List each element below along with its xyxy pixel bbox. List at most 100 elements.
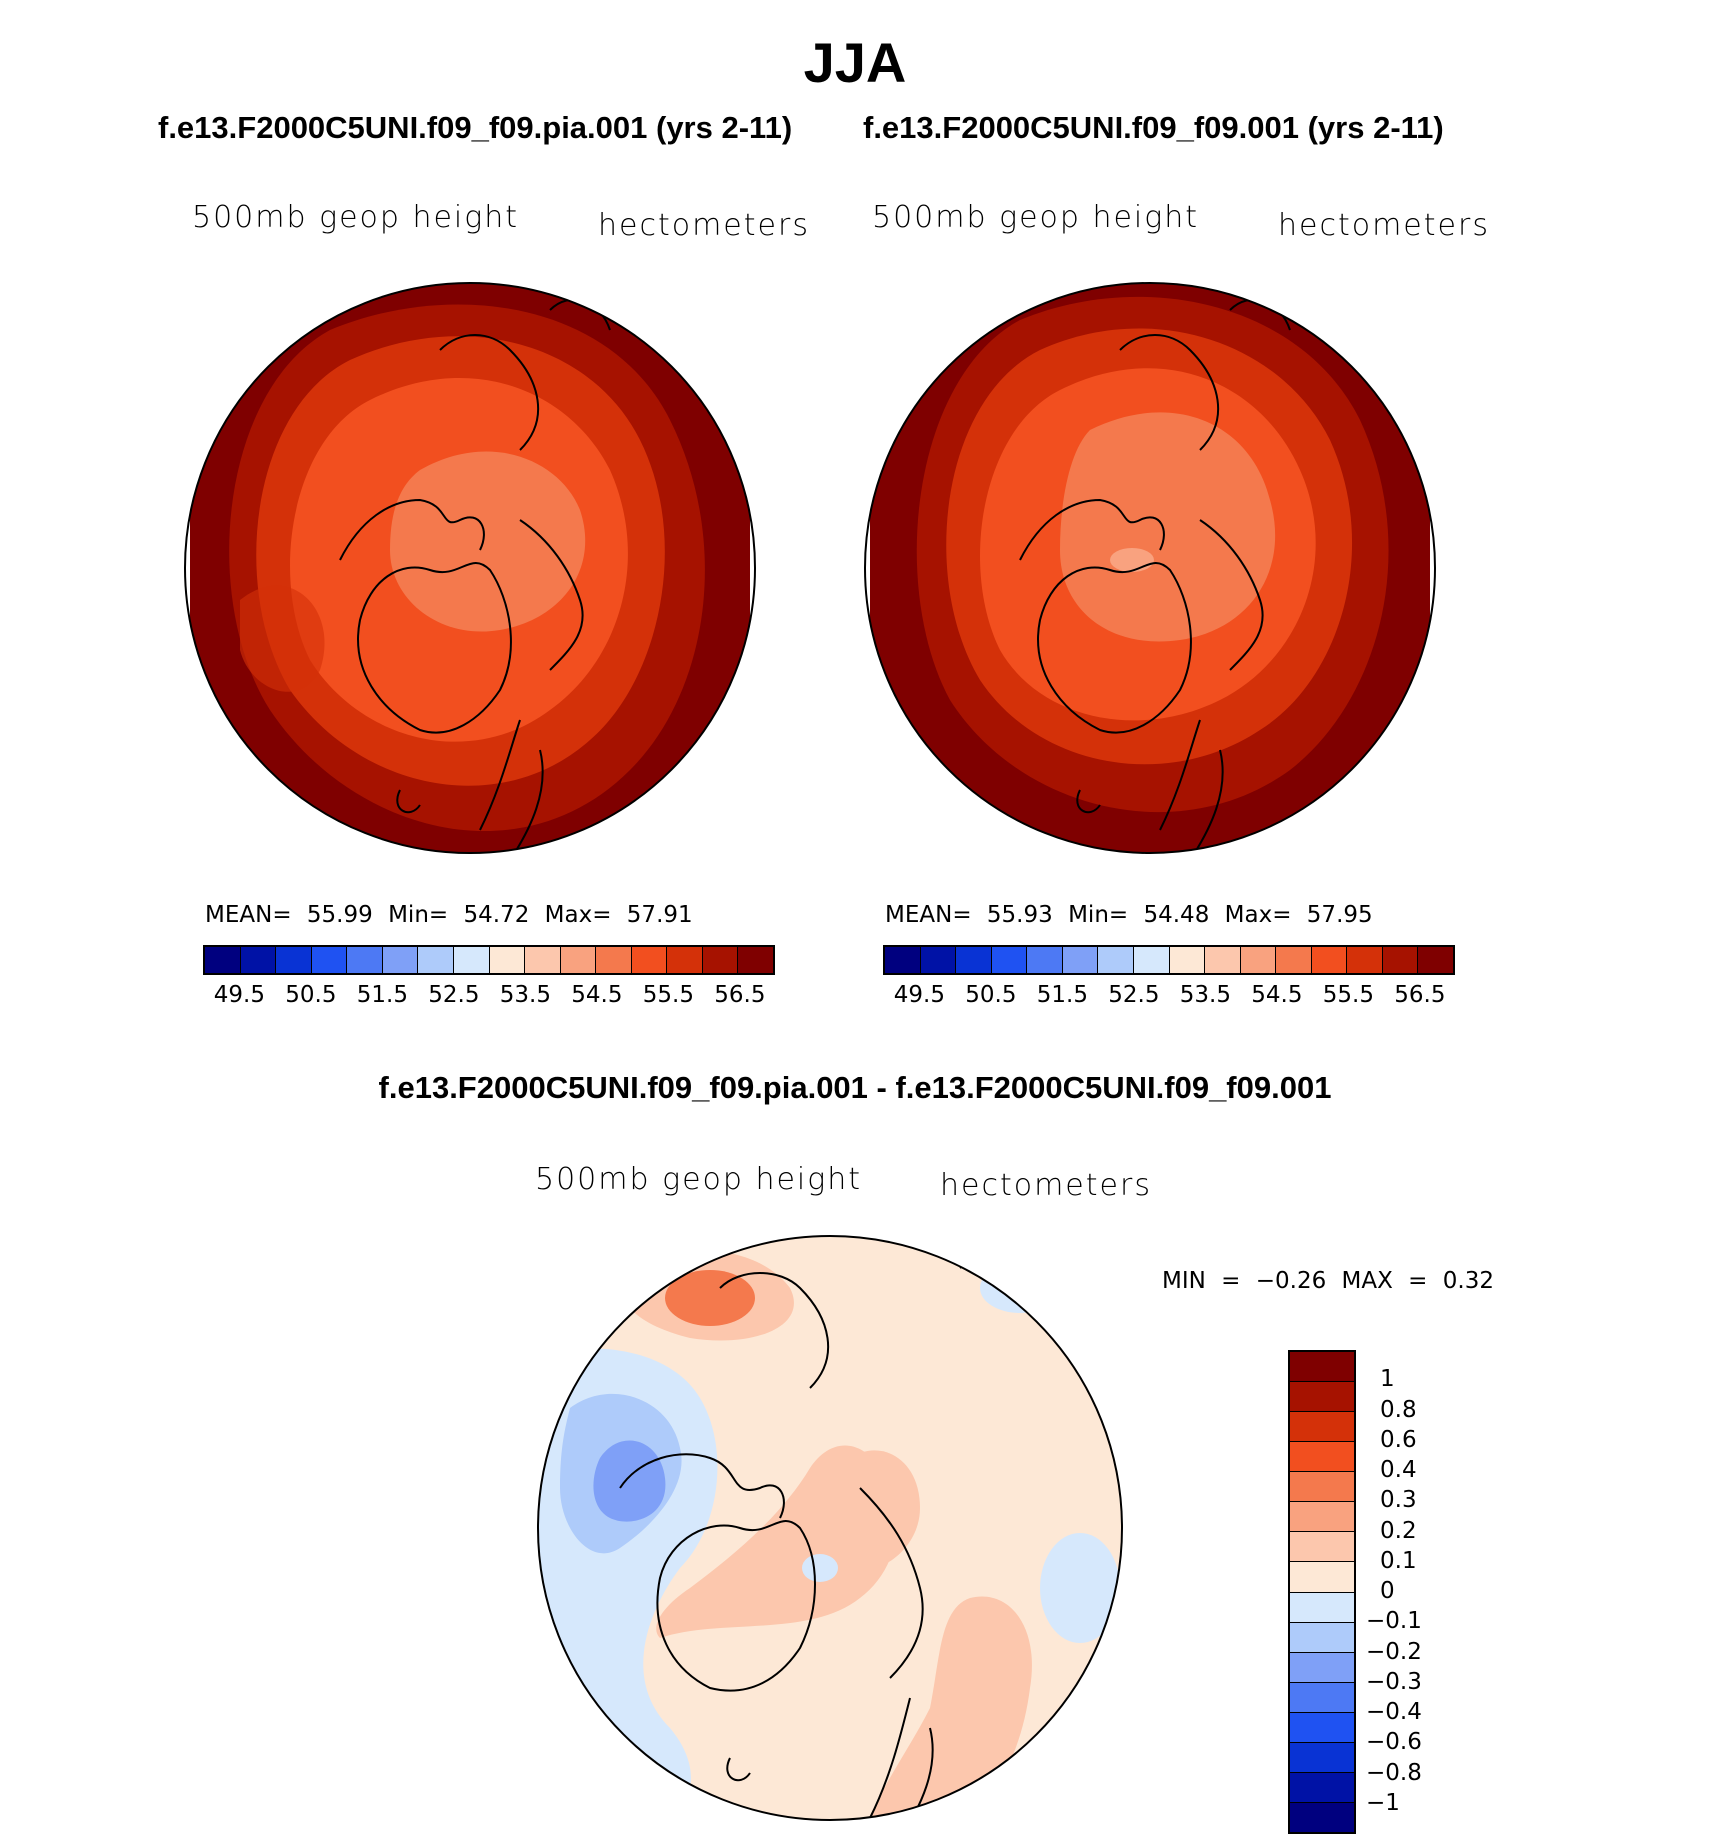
panel-2-max-label: Max=: [1224, 902, 1292, 928]
colorbar-level-label: 0.4: [1380, 1457, 1417, 1483]
panel-1-stats: MEAN= 55.99 Min= 54.72 Max= 57.91: [205, 902, 693, 928]
colorbar-swatch: [489, 947, 526, 973]
colorbar-swatch: [205, 947, 241, 973]
colorbar-swatch: [1098, 947, 1134, 973]
colorbar-swatch: [1290, 1622, 1354, 1653]
panel-1-colorbar: [203, 945, 775, 975]
colorbar-tick-label: 56.5: [714, 982, 766, 1008]
diff-case-title: f.e13.F2000C5UNI.f09_f09.pia.001 - f.e13…: [378, 1070, 1332, 1105]
panel-1-polar-map: [184, 282, 756, 854]
colorbar-swatch: [631, 947, 668, 973]
diff-colorbar-labels: 1 0.8 0.6 0.4 0.3 0.2 0.1 0 −0.1 −0.2 −0.3 −0.4 −0.6…: [1366, 1350, 1486, 1834]
panel-1-mean-label: MEAN=: [205, 902, 292, 928]
colorbar-level-label: −0.2: [1366, 1638, 1422, 1665]
colorbar-tick-label: 52.5: [1108, 982, 1160, 1008]
colorbar-swatch: [1290, 1712, 1354, 1743]
colorbar-level-label: 0.2: [1380, 1517, 1417, 1544]
panel-2-variable-label: 500mb geop height: [872, 200, 1200, 235]
colorbar-level-label: 0.8: [1380, 1396, 1417, 1423]
colorbar-swatch: [1290, 1442, 1354, 1473]
panel-2-polar-map: [864, 282, 1436, 854]
colorbar-swatch: [1290, 1502, 1354, 1533]
colorbar-swatch: [738, 947, 773, 973]
colorbar-swatch: [1205, 947, 1241, 973]
colorbar-swatch: [1169, 947, 1206, 973]
colorbar-swatch: [1290, 1802, 1354, 1832]
panel-2-stats: MEAN= 55.93 Min= 54.48 Max= 57.95: [885, 902, 1373, 928]
colorbar-swatch: [453, 947, 490, 973]
colorbar-swatch: [1311, 947, 1348, 973]
colorbar-swatch: [1062, 947, 1099, 973]
panel-2-mean-label: MEAN=: [885, 902, 972, 928]
colorbar-tick-label: 55.5: [1322, 982, 1374, 1008]
colorbar-swatch: [1290, 1592, 1354, 1623]
diff-polar-map: [537, 1235, 1123, 1821]
colorbar-swatch: [1290, 1382, 1354, 1413]
colorbar-swatch: [1290, 1532, 1354, 1563]
colorbar-swatch: [1290, 1652, 1354, 1683]
panel-2-min-label: Min=: [1068, 902, 1129, 928]
colorbar-swatch: [885, 947, 921, 973]
diff-min-value: −0.26: [1255, 1268, 1327, 1294]
figure-title: JJA: [803, 31, 907, 94]
panel-1-case-title: f.e13.F2000C5UNI.f09_f09.pia.001 (yrs 2-…: [158, 110, 793, 145]
colorbar-tick-label: 53.5: [1179, 982, 1231, 1008]
colorbar-swatch: [418, 947, 454, 973]
colorbar-level-label: −0.1: [1366, 1608, 1422, 1635]
colorbar-swatch: [667, 947, 703, 973]
colorbar-tick-label: 49.5: [893, 982, 945, 1008]
panel-1-units-label: hectometers: [598, 208, 810, 243]
colorbar-tick-label: 51.5: [1036, 982, 1088, 1008]
panel-2-colorbar-ticks: 49.5 50.5 51.5 52.5 53.5 54.5 55.5 56.5: [883, 982, 1455, 1012]
panel-2-min-value: 54.48: [1143, 902, 1210, 928]
panel-2-colorbar: [883, 945, 1455, 975]
colorbar-level-label: −1: [1366, 1789, 1400, 1816]
colorbar-swatch: [596, 947, 632, 973]
colorbar-swatch: [1290, 1772, 1354, 1803]
colorbar-tick-label: 56.5: [1394, 982, 1446, 1008]
diff-max-label: MAX =: [1341, 1268, 1428, 1294]
colorbar-swatch: [1240, 947, 1277, 973]
colorbar-level-label: −0.8: [1366, 1759, 1422, 1786]
panel-2-mean-value: 55.93: [986, 902, 1053, 928]
diff-variable-label: 500mb geop height: [535, 1162, 863, 1197]
colorbar-tick-label: 49.5: [213, 982, 265, 1008]
panel-2-units-label: hectometers: [1278, 208, 1490, 243]
colorbar-level-label: 0: [1380, 1578, 1395, 1604]
colorbar-tick-label: 53.5: [499, 982, 551, 1008]
diff-minmax: MIN = −0.26 MAX = 0.32: [1162, 1268, 1494, 1294]
panel-2-case-title: f.e13.F2000C5UNI.f09_f09.001 (yrs 2-11): [863, 110, 1444, 145]
colorbar-tick-label: 55.5: [642, 982, 694, 1008]
colorbar-tick-label: 50.5: [285, 982, 337, 1008]
colorbar-swatch: [276, 947, 312, 973]
panel-1-max-value: 57.91: [626, 902, 693, 928]
colorbar-level-label: 0.1: [1380, 1547, 1417, 1574]
colorbar-level-label: 0.6: [1380, 1426, 1417, 1453]
colorbar-swatch: [1290, 1682, 1354, 1713]
panel-1-min-value: 54.72: [463, 902, 530, 928]
panel-1-mean-value: 55.99: [306, 902, 373, 928]
colorbar-swatch: [1290, 1742, 1354, 1773]
colorbar-tick-label: 54.5: [571, 982, 623, 1008]
colorbar-swatch: [1418, 947, 1453, 973]
colorbar-swatch: [1290, 1352, 1354, 1383]
colorbar-tick-label: 50.5: [965, 982, 1017, 1008]
colorbar-swatch: [956, 947, 992, 973]
colorbar-level-label: 1: [1380, 1366, 1395, 1393]
colorbar-swatch: [702, 947, 739, 973]
colorbar-level-label: −0.4: [1366, 1699, 1422, 1725]
colorbar-swatch: [991, 947, 1028, 973]
colorbar-swatch: [311, 947, 348, 973]
panel-2-max-value: 57.95: [1306, 902, 1373, 928]
colorbar-tick-label: 52.5: [428, 982, 480, 1008]
colorbar-swatch: [920, 947, 957, 973]
colorbar-swatch: [1290, 1562, 1354, 1593]
colorbar-level-label: −0.3: [1366, 1668, 1422, 1695]
panel-1-min-label: Min=: [388, 902, 449, 928]
panel-1-max-label: Max=: [544, 902, 612, 928]
panel-1-colorbar-ticks: 49.5 50.5 51.5 52.5 53.5 54.5 55.5 56.5: [203, 982, 775, 1012]
colorbar-tick-label: 54.5: [1251, 982, 1303, 1008]
colorbar-swatch: [1133, 947, 1170, 973]
colorbar-swatch: [560, 947, 597, 973]
colorbar-swatch: [347, 947, 383, 973]
